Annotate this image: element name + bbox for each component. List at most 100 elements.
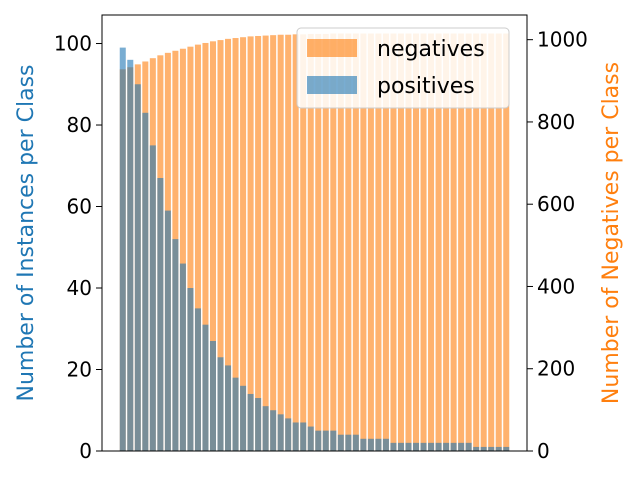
bar-negatives <box>307 33 314 452</box>
bar-negatives <box>360 33 367 451</box>
bar-negatives <box>247 36 254 451</box>
bar-negatives <box>277 34 284 452</box>
left-y-axis-ticks: 0 20 40 60 80 100 <box>54 32 102 463</box>
bar-positives <box>360 438 367 451</box>
positives-bars <box>119 47 510 452</box>
bar-negatives <box>413 33 420 451</box>
legend-label-positives: positives <box>377 74 475 99</box>
bar-positives <box>172 239 179 451</box>
bar-positives <box>292 422 299 451</box>
bar-positives <box>450 442 457 451</box>
bar-positives <box>503 446 510 451</box>
bar-negatives <box>352 33 359 451</box>
bar-positives <box>255 398 262 451</box>
bar-positives <box>164 210 171 451</box>
bar-positives <box>225 365 232 451</box>
bar-negatives <box>270 35 277 452</box>
bar-negatives <box>390 33 397 451</box>
bar-negatives <box>292 34 299 451</box>
bar-positives <box>142 112 149 451</box>
bar-negatives <box>255 35 262 451</box>
left-tick-label: 60 <box>67 195 92 219</box>
bar-positives <box>420 442 427 451</box>
bar-negatives <box>397 33 404 451</box>
bar-positives <box>405 442 412 451</box>
bar-negatives <box>503 33 510 451</box>
bar-positives <box>337 434 344 451</box>
bar-positives <box>240 385 247 451</box>
bar-positives <box>397 442 404 451</box>
bar-positives <box>382 438 389 451</box>
bar-negatives <box>194 44 201 452</box>
bar-positives <box>480 446 487 451</box>
bar-positives <box>119 47 126 451</box>
bar-positives <box>345 434 352 451</box>
bar-negatives <box>405 33 412 451</box>
bar-positives <box>315 430 322 451</box>
bar-negatives <box>232 38 239 451</box>
bar-negatives <box>262 35 269 451</box>
left-tick-label: 40 <box>67 276 92 300</box>
bar-positives <box>285 418 292 451</box>
bar-positives <box>194 308 201 451</box>
bar-negatives <box>367 33 374 451</box>
bar-positives <box>352 434 359 451</box>
bar-positives <box>149 145 156 451</box>
bar-positives <box>413 442 420 451</box>
bar-negatives <box>428 33 435 451</box>
left-tick-label: 20 <box>67 358 92 382</box>
bar-negatives <box>179 48 186 451</box>
bar-positives <box>307 426 314 451</box>
bar-positives <box>187 288 194 451</box>
left-tick-label: 0 <box>79 439 92 463</box>
bar-positives <box>127 59 134 451</box>
bar-negatives <box>345 33 352 451</box>
bar-negatives <box>330 33 337 451</box>
bar-negatives <box>315 33 322 452</box>
bar-negatives <box>435 33 442 451</box>
right-tick-label: 400 <box>537 274 575 298</box>
right-tick-label: 1000 <box>537 28 588 52</box>
bar-negatives <box>473 33 480 451</box>
bar-positives <box>458 442 465 451</box>
bar-negatives <box>420 33 427 451</box>
bar-positives <box>300 422 307 451</box>
legend: negatives positives <box>296 27 510 109</box>
bar-positives <box>322 430 329 451</box>
bar-positives <box>367 438 374 451</box>
bar-negatives <box>240 37 247 452</box>
bar-positives <box>202 324 209 451</box>
bar-negatives <box>458 33 465 451</box>
bar-negatives <box>322 33 329 452</box>
legend-swatch-negatives <box>307 39 357 57</box>
bar-negatives <box>209 41 216 451</box>
bar-negatives <box>465 33 472 451</box>
bar-positives <box>209 340 216 451</box>
bar-negatives <box>225 38 232 452</box>
bar-positives <box>232 377 239 451</box>
bar-positives <box>428 442 435 451</box>
right-tick-label: 600 <box>537 192 575 216</box>
bar-positives <box>277 414 284 451</box>
right-tick-label: 800 <box>537 110 575 134</box>
bar-negatives <box>337 33 344 451</box>
bar-negatives <box>450 33 457 451</box>
bar-positives <box>473 446 480 451</box>
bar-positives <box>488 446 495 451</box>
bar-negatives <box>495 33 502 451</box>
bar-negatives <box>480 33 487 451</box>
bar-positives <box>435 442 442 451</box>
bar-positives <box>134 84 141 452</box>
right-tick-label: 200 <box>537 357 575 381</box>
bar-positives <box>390 442 397 451</box>
bar-positives <box>179 263 186 451</box>
right-tick-label: 0 <box>537 439 550 463</box>
left-tick-label: 80 <box>67 113 92 137</box>
legend-label-negatives: negatives <box>377 37 485 62</box>
bar-negatives <box>488 33 495 451</box>
bar-positives <box>262 406 269 451</box>
bar-positives <box>157 177 164 452</box>
bar-negatives <box>217 40 224 452</box>
legend-swatch-positives <box>307 76 357 94</box>
